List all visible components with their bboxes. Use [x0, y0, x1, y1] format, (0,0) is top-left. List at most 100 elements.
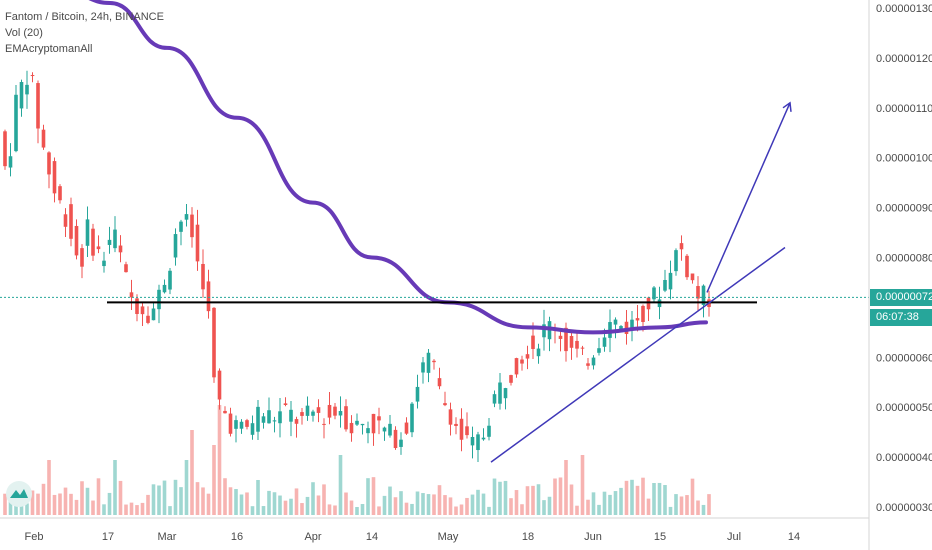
volume-bar — [613, 491, 618, 515]
volume-bar — [470, 494, 475, 515]
time-tick-label: 17 — [102, 531, 114, 543]
trend-line[interactable] — [490, 246, 786, 463]
candle-body — [591, 357, 596, 366]
candle-body — [162, 284, 167, 293]
candle-body — [443, 403, 447, 406]
volume-bar — [212, 445, 216, 515]
ema-indicator-label[interactable]: EMAcryptomanAll — [5, 43, 93, 55]
candle-body — [3, 131, 7, 167]
candle-body — [272, 420, 277, 422]
candle-body — [619, 326, 623, 330]
candle-body — [146, 315, 150, 323]
candle-body — [96, 246, 101, 250]
candle-body — [355, 420, 359, 425]
candle-body — [256, 406, 260, 432]
volume-bar — [239, 494, 244, 515]
volume-bar — [465, 497, 469, 515]
candle-body — [327, 404, 332, 418]
price-tick-label: 0.00000040 — [876, 452, 932, 464]
volume-bar — [146, 494, 150, 515]
projection-arrow[interactable] — [706, 101, 792, 293]
volume-bar — [630, 479, 634, 515]
candle-body — [80, 248, 84, 267]
volume-bar — [305, 496, 310, 515]
candle-body — [300, 412, 304, 416]
volume-bar — [168, 506, 172, 515]
time-axis[interactable]: Feb 17 Mar 16 Apr 14 May 18 Jun 15 Jul 14 — [25, 531, 801, 543]
volume-bar — [113, 460, 117, 515]
candle-body — [261, 416, 266, 423]
candle-body — [36, 83, 40, 129]
volume-bar — [558, 477, 563, 515]
volume-bar — [184, 460, 189, 515]
candle-body — [674, 250, 678, 272]
candle-body — [190, 214, 194, 238]
volume-bar — [525, 486, 530, 515]
candle-body — [245, 420, 249, 427]
candle-body — [641, 305, 645, 322]
candle-body — [179, 221, 183, 232]
price-tick-label: 0.00000030 — [876, 502, 932, 514]
volume-bar — [223, 478, 227, 515]
volume-bar — [118, 480, 123, 515]
volume-bar — [256, 479, 260, 515]
price-tick-label: 0.00000120 — [876, 53, 932, 65]
volume-bar — [206, 493, 211, 515]
volume-bar — [245, 492, 249, 515]
volume-bar — [234, 489, 238, 515]
symbol-line[interactable]: Fantom / Bitcoin, 24h, BINANCE — [5, 11, 164, 23]
candle-body — [184, 214, 189, 220]
volume-bars — [3, 405, 711, 515]
candle-body — [217, 370, 222, 400]
candle-body — [289, 409, 293, 422]
candle-body — [470, 436, 475, 446]
candle-body — [333, 406, 337, 416]
candle-body — [421, 362, 425, 373]
time-tick-label: May — [438, 531, 459, 543]
time-tick-label: Jul — [727, 531, 741, 543]
volume-bar — [668, 506, 673, 515]
candle-body — [701, 285, 706, 306]
candle-body — [19, 82, 24, 109]
volume-bar — [564, 460, 568, 515]
volume-bar — [415, 491, 420, 515]
volume-bar — [195, 482, 200, 515]
candle-body — [690, 273, 695, 281]
candle-body — [30, 75, 35, 77]
candle-body — [426, 352, 431, 373]
volume-bar — [300, 503, 304, 515]
volume-bar — [3, 493, 7, 515]
price-tick-label: 0.00000050 — [876, 402, 932, 414]
volume-bar — [404, 502, 409, 515]
volume-bar — [569, 484, 574, 515]
volume-bar — [41, 483, 46, 515]
volume-bar — [190, 430, 194, 515]
candle-body — [129, 292, 134, 298]
candle-body — [47, 152, 51, 175]
candle-body — [382, 427, 387, 432]
volume-bar — [272, 492, 277, 515]
volume-bar — [228, 487, 233, 515]
candle-body — [69, 204, 73, 239]
volume-bar — [674, 494, 678, 515]
time-tick-label: Apr — [304, 531, 321, 543]
price-tick-label: 0.00000090 — [876, 203, 932, 215]
candle-body — [195, 224, 200, 262]
volume-bar — [311, 482, 315, 515]
volume-indicator-label[interactable]: Vol (20) — [5, 27, 43, 39]
volume-bar — [597, 504, 601, 515]
time-tick-label: 15 — [654, 531, 666, 543]
candle-body — [250, 423, 255, 435]
volume-bar — [201, 487, 205, 515]
price-axis[interactable]: 0.00000130 0.00000120 0.00000110 0.00000100… — [876, 3, 932, 514]
volume-bar — [602, 491, 607, 515]
candle-body — [151, 308, 156, 321]
candle-body — [338, 411, 343, 416]
volume-bar — [454, 506, 458, 515]
candle-body — [476, 434, 480, 451]
candle-body — [586, 363, 590, 366]
candle-body — [685, 255, 689, 278]
volume-bar — [69, 493, 73, 515]
tradingview-logo[interactable] — [6, 481, 32, 507]
